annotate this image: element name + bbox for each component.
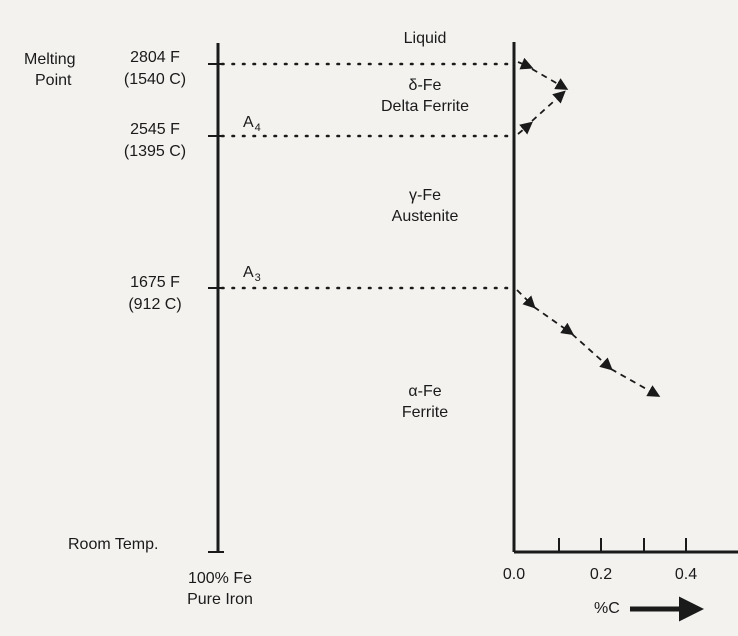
temp-1395-c: (1395 C) (123, 143, 187, 160)
austenite-label: γ-Fe Austenite (391, 187, 459, 225)
melting-point-label-line2: Point (35, 72, 72, 89)
liquid-label: Liquid (403, 30, 447, 47)
a3-label: A3 (243, 264, 261, 284)
temp-1540-c: (1540 C) (123, 71, 187, 88)
liquidus-arrow-lower (531, 68, 569, 90)
a3-arrow-3 (571, 333, 613, 371)
carbon-axis-label: %C (594, 600, 620, 617)
temp-912-c: (912 C) (128, 296, 182, 313)
liquidus-arrow-upper (517, 57, 534, 70)
temp-1675-f: 1675 F (130, 274, 180, 291)
a3-arrow-1 (516, 289, 536, 309)
pure-iron-label: Pure Iron (187, 591, 253, 608)
a3-arrow-4 (610, 368, 661, 397)
pure-iron-composition: 100% Fe (187, 570, 253, 587)
alpha-ferrite-label: α-Fe Ferrite (401, 383, 449, 421)
room-temp-label: Room Temp. (68, 536, 159, 553)
x-tick-label: 0.2 (589, 566, 613, 583)
x-tick-label: 0.0 (502, 566, 526, 583)
melting-point-label-line1: Melting (24, 51, 76, 68)
a4-label: A4 (243, 114, 261, 134)
a4-arrow-lower (517, 121, 533, 135)
a3-arrow-2 (533, 306, 575, 336)
temp-2545-f: 2545 F (130, 121, 180, 138)
delta-ferrite-label: δ-Fe Delta Ferrite (380, 77, 470, 115)
temp-2804-f: 2804 F (130, 49, 180, 66)
a4-arrow-upper (531, 90, 566, 122)
x-tick-label: 0.4 (674, 566, 698, 583)
